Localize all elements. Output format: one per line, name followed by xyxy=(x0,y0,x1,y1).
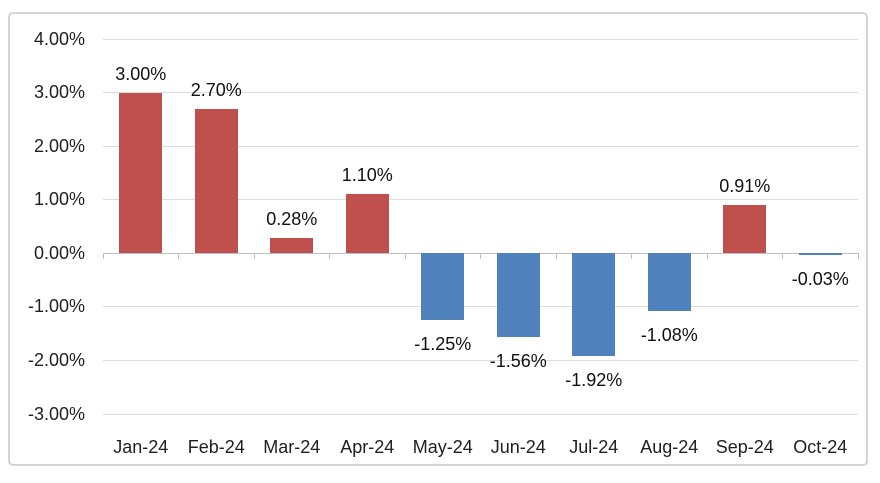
x-category-label: Oct-24 xyxy=(793,437,848,457)
bar xyxy=(119,92,163,254)
y-tick-label: 3.00% xyxy=(33,82,85,103)
bar-value-label: 0.91% xyxy=(719,175,771,196)
bar-value-label: 2.70% xyxy=(190,79,242,100)
gridline xyxy=(103,92,858,94)
x-axis-tick xyxy=(555,253,557,260)
y-tick-label: -1.00% xyxy=(27,296,85,317)
gridline xyxy=(103,413,858,415)
bar xyxy=(194,108,238,254)
y-tick-label: 0.00% xyxy=(33,242,85,263)
bar-value-label: -1.56% xyxy=(489,350,547,371)
bar xyxy=(723,204,767,254)
bars-layer xyxy=(10,14,866,464)
x-axis-tick xyxy=(631,253,632,260)
gridline xyxy=(103,199,858,201)
bar xyxy=(647,253,691,312)
x-axis-labels-layer: Jan-24 Feb-24 Mar-24 Apr-24 May-24 Jun-24 Jul-… xyxy=(10,14,866,464)
gridlines-layer xyxy=(10,14,866,464)
x-axis-tick xyxy=(329,253,330,260)
bar-value-label: 0.28% xyxy=(266,209,318,230)
x-category-label: Aug-24 xyxy=(640,437,699,457)
x-category-label: Mar-24 xyxy=(263,437,321,457)
bar xyxy=(270,238,314,254)
bar-value-label: 1.10% xyxy=(341,165,393,186)
x-axis-tick xyxy=(857,253,859,260)
x-axis-zero-line xyxy=(103,252,858,254)
gridline xyxy=(103,359,858,361)
gridline xyxy=(103,38,858,40)
y-tick-label: 1.00% xyxy=(33,189,85,210)
x-axis-tick xyxy=(178,253,179,260)
bar-value-label: -1.92% xyxy=(565,370,623,391)
bar xyxy=(572,253,616,357)
x-category-label: Jun-24 xyxy=(490,437,546,457)
gridline xyxy=(103,306,858,308)
x-axis-tick xyxy=(102,253,104,260)
x-category-label: Jan-24 xyxy=(113,437,169,457)
y-axis-labels-layer: 4.00% 3.00% 2.00% 1.00% 0.00% -1.00% -2.00% -3.… xyxy=(10,14,866,464)
chart-frame: 4.00% 3.00% 2.00% 1.00% 0.00% -1.00% -2.00% -3.… xyxy=(8,12,868,466)
x-axis-tick xyxy=(706,253,708,260)
bar-value-labels-layer: 3.00% 2.70% 0.28% 1.10% -1.25% -1.56% -1.92% -1… xyxy=(10,14,866,464)
y-tick-label: 4.00% xyxy=(33,28,85,49)
bar xyxy=(345,194,389,254)
y-tick-label: -2.00% xyxy=(27,349,85,370)
gridline xyxy=(103,145,858,147)
x-category-label: Feb-24 xyxy=(187,437,245,457)
x-axis-tick xyxy=(404,253,406,260)
x-category-label: Jul-24 xyxy=(569,437,619,457)
bar-value-label: -0.03% xyxy=(791,268,849,289)
gridline xyxy=(103,252,858,254)
x-category-label: May-24 xyxy=(412,437,473,457)
y-tick-label: 2.00% xyxy=(33,135,85,156)
bar xyxy=(421,253,465,321)
bar xyxy=(798,253,842,255)
bar-value-label: -1.08% xyxy=(640,325,698,346)
y-tick-label: -3.00% xyxy=(27,403,85,424)
x-axis-tick xyxy=(480,253,481,260)
bar xyxy=(496,253,540,337)
x-category-label: Apr-24 xyxy=(340,437,395,457)
x-category-label: Sep-24 xyxy=(715,437,774,457)
bar-value-label: -1.25% xyxy=(414,334,472,355)
x-axis-tick xyxy=(782,253,783,260)
x-axis-tick xyxy=(253,253,255,260)
bar-value-label: 3.00% xyxy=(115,63,167,84)
